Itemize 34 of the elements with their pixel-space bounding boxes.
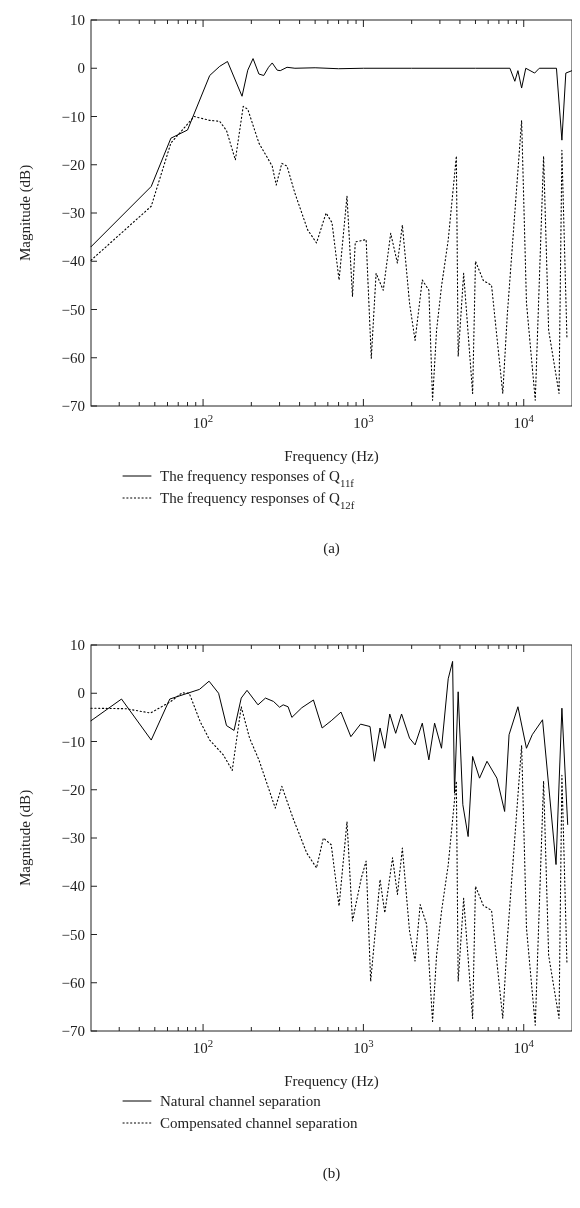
legend-label: The frequency responses of Q$_{12f}$	[160, 490, 355, 511]
x-axis-title: Frequency (Hz)	[284, 448, 379, 465]
y-axis-title: Magnitude (dB)	[17, 789, 34, 887]
y-tick-label: −20	[61, 156, 85, 173]
x-tick-label: 10$^{4}$	[513, 1037, 535, 1056]
y-tick-label: −60	[61, 974, 85, 991]
text: (b)	[322, 1165, 341, 1182]
y-tick-label: −20	[61, 781, 85, 798]
y-tick-label: −30	[61, 830, 85, 846]
y-tick-label: 10	[70, 12, 85, 28]
y-tick-label: −70	[61, 1023, 85, 1039]
y-tick-label: −10	[61, 108, 85, 125]
y-tick-label: −40	[61, 253, 85, 270]
legend-label: Compensated channel separation	[160, 1115, 358, 1131]
y-tick-label: −10	[61, 733, 85, 750]
x-tick-label: 10$^{4}$	[513, 412, 535, 431]
x-axis-title: Frequency (Hz)	[284, 1073, 379, 1090]
y-tick-label: −40	[61, 878, 85, 895]
legend-label: The frequency responses of Q$_{11f}$	[160, 468, 355, 489]
y-tick-label: 10	[70, 637, 85, 653]
y-tick-label: −30	[61, 205, 85, 221]
legend-label: Natural channel separation	[160, 1093, 322, 1109]
y-tick-label: 0	[77, 685, 85, 702]
y-tick-label: −70	[61, 398, 85, 414]
y-tick-label: 0	[77, 60, 85, 77]
y-tick-label: −50	[61, 926, 85, 943]
y-axis-title: Magnitude (dB)	[17, 164, 34, 262]
x-tick-label: 10$^{2}$	[192, 412, 214, 431]
x-tick-label: 10$^{2}$	[192, 1037, 214, 1056]
y-tick-label: −50	[61, 301, 85, 318]
y-tick-label: −60	[61, 349, 85, 366]
x-tick-label: 10$^{3}$	[353, 1037, 374, 1056]
text: (a)	[323, 540, 340, 557]
x-tick-label: 10$^{3}$	[353, 412, 374, 431]
